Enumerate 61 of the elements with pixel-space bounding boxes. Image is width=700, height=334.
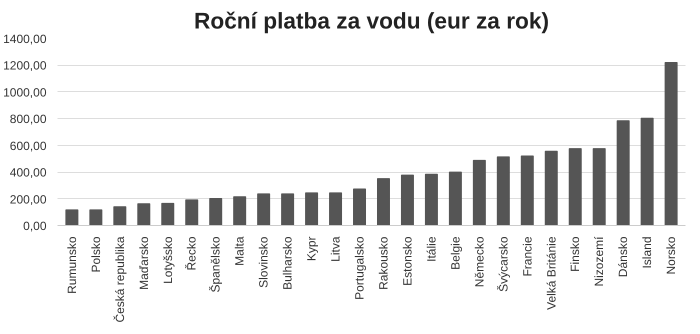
x-tick-label: Francie xyxy=(520,236,534,277)
x-tick-label: Česká republika xyxy=(112,236,127,323)
bar xyxy=(568,148,582,226)
x-tick-label: Norsko xyxy=(664,236,678,275)
x-tick-label: Německo xyxy=(472,236,486,288)
bar xyxy=(137,203,150,226)
bar xyxy=(544,150,558,226)
bar xyxy=(233,196,246,226)
bar xyxy=(448,172,462,226)
bar xyxy=(496,156,510,226)
x-tick-label: Island xyxy=(640,236,654,269)
bar xyxy=(161,202,174,226)
bar xyxy=(664,62,678,226)
y-tick-label: 1200,00 xyxy=(3,58,47,73)
bar xyxy=(424,174,438,226)
x-tick-label: Velká Británie xyxy=(544,236,558,310)
bar xyxy=(113,206,126,226)
y-tick-label: 1400,00 xyxy=(3,32,47,46)
x-tick-label: Švýcarsko xyxy=(496,236,510,292)
y-tick-label: 800,00 xyxy=(10,112,47,126)
chart-title: Roční platba za vodu (eur za rok) xyxy=(194,8,549,34)
x-tick-label: Slovinsko xyxy=(256,236,271,288)
bar xyxy=(65,209,78,226)
y-tick-label: 400,00 xyxy=(10,166,47,180)
bar xyxy=(185,199,198,226)
bar xyxy=(400,174,414,226)
x-tick-label: Nizozemí xyxy=(592,236,606,287)
bar xyxy=(520,156,534,226)
bar xyxy=(353,188,366,226)
bar xyxy=(329,192,342,226)
bar xyxy=(281,193,294,226)
x-tick-label: Portugalsko xyxy=(352,236,367,300)
x-tick-label: Rakousko xyxy=(376,236,390,290)
bar xyxy=(376,178,390,226)
x-tick-label: Kypr xyxy=(304,236,319,262)
x-tick-label: Belgie xyxy=(448,236,462,270)
bar xyxy=(305,192,318,226)
x-tick-label: Finsko xyxy=(568,236,582,272)
bar xyxy=(209,198,222,226)
x-tick-label: Řecko xyxy=(184,236,199,271)
x-tick-label: Španělsko xyxy=(208,236,223,293)
bar xyxy=(89,209,102,226)
bar xyxy=(616,120,630,226)
x-tick-label: Maďarsko xyxy=(136,236,151,290)
x-tick-label: Rumunsko xyxy=(64,236,79,294)
bar xyxy=(592,148,606,226)
x-tick-label: Dánsko xyxy=(616,236,630,278)
x-tick-label: Lotyšsko xyxy=(160,236,175,284)
y-tick-label: 200,00 xyxy=(10,192,47,206)
x-tick-label: Estonsko xyxy=(400,236,414,286)
x-tick-label: Bulharsko xyxy=(280,236,295,290)
bar xyxy=(472,160,486,226)
x-tick-label: Malta xyxy=(232,236,247,266)
x-tick-label: Polsko xyxy=(88,236,103,273)
x-tick-label: Itálie xyxy=(424,236,438,262)
y-tick-label: 600,00 xyxy=(10,138,47,153)
y-tick-label: 0,00 xyxy=(23,219,47,233)
y-tick-label: 1000,00 xyxy=(3,85,47,100)
bar xyxy=(257,193,270,226)
bar xyxy=(640,118,654,226)
x-tick-label: Litva xyxy=(328,236,343,262)
